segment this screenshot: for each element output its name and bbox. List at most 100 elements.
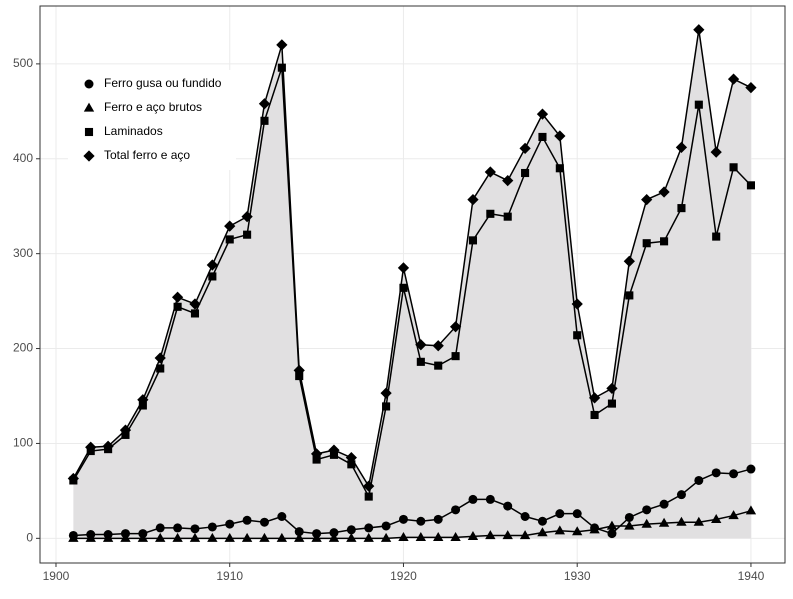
marker — [467, 193, 479, 206]
marker — [555, 509, 565, 519]
marker — [451, 352, 460, 361]
marker — [225, 235, 234, 244]
legend-label: Ferro gusa ou fundido — [104, 76, 222, 90]
marker — [745, 81, 757, 94]
marker — [363, 480, 375, 492]
marker — [207, 532, 218, 542]
marker — [607, 529, 617, 539]
x-tick-label: 1940 — [738, 569, 765, 583]
marker — [84, 79, 94, 89]
marker — [241, 532, 253, 542]
area — [73, 29, 751, 539]
marker — [693, 24, 705, 36]
marker — [102, 440, 114, 452]
marker — [677, 204, 686, 213]
marker — [346, 532, 357, 542]
marker — [154, 352, 166, 364]
line — [73, 510, 752, 540]
marker — [328, 444, 340, 456]
marker — [415, 531, 427, 541]
marker — [502, 530, 513, 540]
x-tick-label: 1930 — [564, 569, 591, 583]
marker — [467, 531, 479, 541]
marker — [589, 524, 600, 534]
marker — [399, 283, 408, 292]
marker — [449, 321, 462, 333]
marker — [727, 73, 740, 85]
marker — [729, 163, 738, 172]
marker — [363, 532, 374, 542]
marker — [171, 291, 184, 303]
marker — [155, 532, 166, 542]
legend-label: Total ferro e aço — [104, 148, 190, 162]
marker — [710, 146, 722, 158]
marker — [276, 532, 288, 542]
marker — [119, 424, 132, 436]
marker — [641, 518, 652, 528]
marker — [380, 532, 392, 542]
line — [73, 468, 752, 537]
marker — [554, 130, 566, 142]
legend-label: Ferro e aço brutos — [104, 100, 202, 114]
marker — [137, 532, 149, 542]
marker — [328, 532, 340, 542]
marker — [277, 512, 287, 522]
legend-box — [68, 70, 236, 170]
marker — [450, 531, 461, 541]
marker — [277, 63, 286, 72]
marker — [572, 526, 583, 536]
marker — [85, 441, 97, 453]
marker — [311, 532, 322, 542]
y-tick-label: 100 — [13, 436, 33, 450]
marker — [555, 164, 564, 173]
x-tick-label: 1910 — [216, 569, 243, 583]
marker — [260, 116, 269, 125]
marker — [693, 516, 704, 526]
marker — [746, 464, 756, 474]
marker — [258, 98, 271, 110]
marker — [294, 527, 304, 537]
marker — [67, 472, 79, 485]
marker — [259, 517, 269, 527]
marker — [537, 516, 547, 526]
marker — [642, 505, 652, 515]
marker — [536, 108, 549, 120]
marker — [728, 510, 739, 520]
marker — [434, 361, 443, 370]
marker — [623, 255, 635, 267]
marker — [68, 532, 79, 542]
marker — [641, 193, 653, 206]
marker — [538, 132, 547, 141]
marker — [83, 102, 95, 112]
x-tick-label: 1920 — [390, 569, 417, 583]
marker — [607, 399, 617, 408]
y-tick-label: 500 — [13, 56, 33, 70]
marker — [312, 455, 321, 464]
marker — [503, 212, 512, 221]
marker — [729, 469, 739, 479]
marker — [658, 186, 670, 198]
marker — [433, 514, 443, 524]
legend-label: Laminados — [104, 124, 163, 138]
marker — [329, 528, 339, 538]
marker — [537, 527, 548, 537]
marker — [102, 532, 114, 542]
y-tick-label: 400 — [13, 151, 33, 165]
marker — [276, 39, 288, 51]
marker — [606, 382, 618, 395]
marker — [432, 340, 444, 352]
marker — [85, 532, 96, 542]
marker — [364, 523, 374, 533]
panel-border — [39, 5, 786, 564]
marker — [573, 331, 582, 340]
marker — [189, 298, 201, 310]
marker — [642, 239, 651, 248]
marker — [711, 468, 721, 478]
marker — [694, 475, 704, 485]
marker — [676, 490, 686, 500]
marker — [120, 532, 131, 542]
marker — [138, 401, 147, 410]
marker — [451, 505, 461, 515]
marker — [484, 166, 496, 178]
marker — [224, 532, 235, 542]
